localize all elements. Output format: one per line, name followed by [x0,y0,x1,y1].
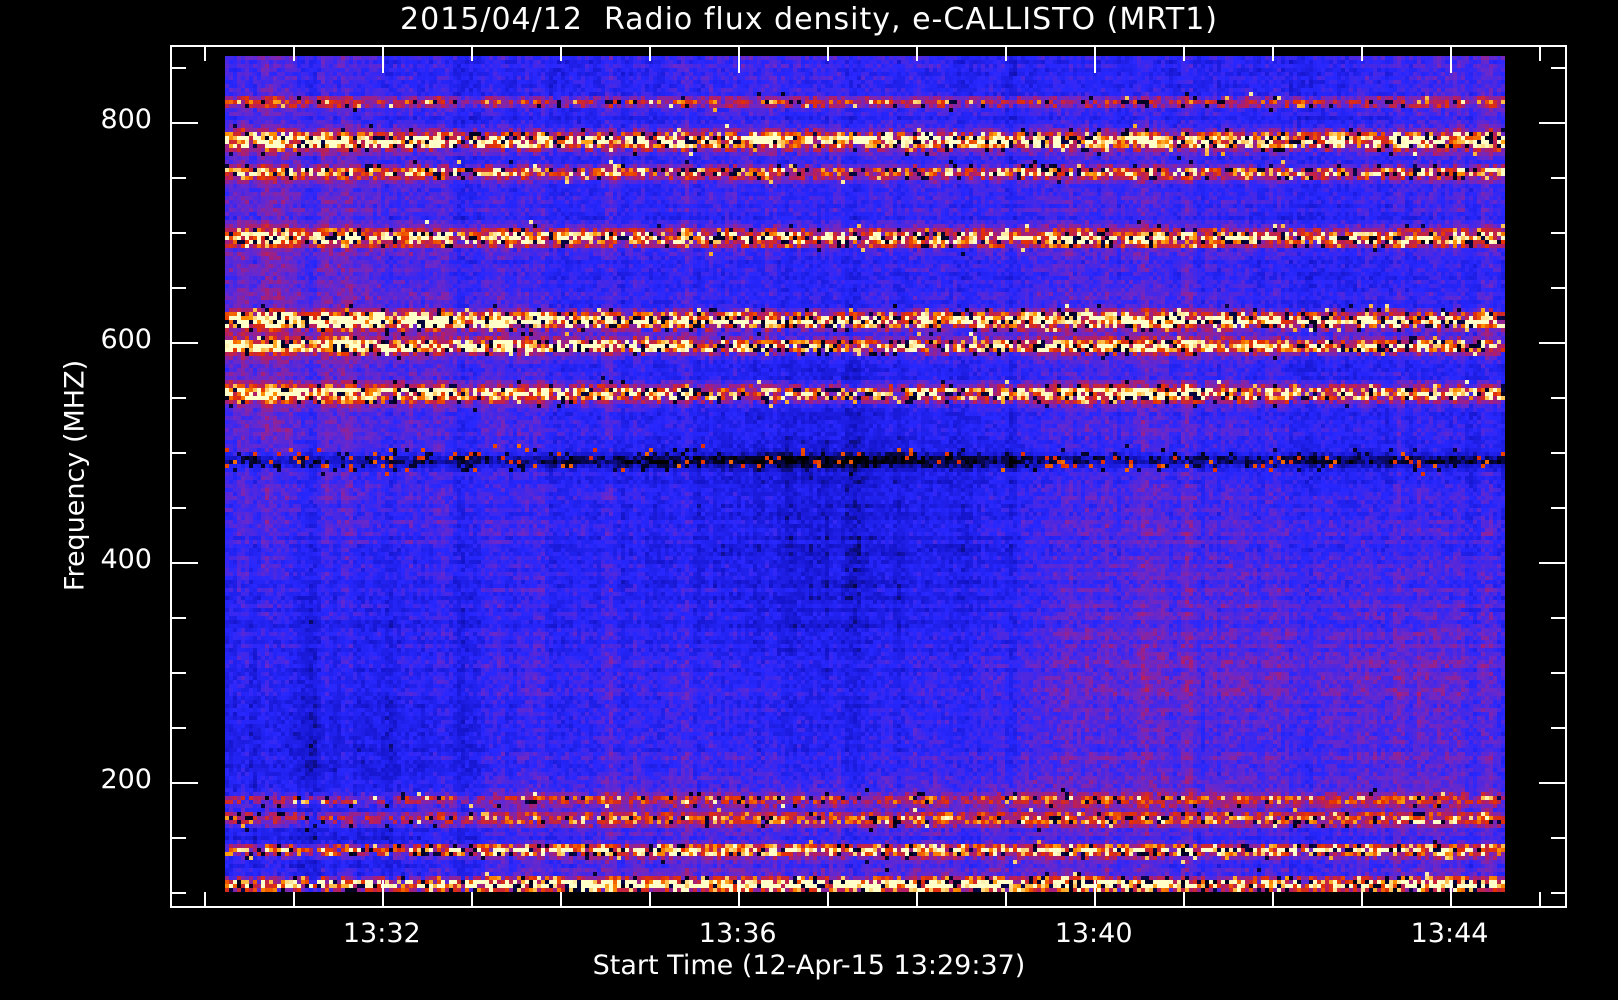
y-tick [172,672,186,674]
y-tick [172,342,198,344]
y-tick [172,837,186,839]
y-tick-right [1551,892,1565,894]
x-tick-bottom [1450,880,1452,906]
x-tick [1361,47,1363,61]
y-tick [172,177,186,179]
x-tick [1450,47,1452,73]
y-tick-right [1551,837,1565,839]
y-tick-right [1551,672,1565,674]
y-tick-right [1551,452,1565,454]
x-tick-bottom [738,880,740,906]
y-tick [172,67,186,69]
y-axis-title: Frequency (MHZ) [59,359,91,592]
y-tick-right [1551,507,1565,509]
y-tick-right [1539,122,1565,124]
x-tick-bottom [560,892,562,906]
x-tick [916,47,918,61]
x-tick-label: 13:40 [1054,918,1133,949]
y-tick [172,397,186,399]
x-tick-bottom [1183,892,1185,906]
x-tick-label: 13:32 [342,918,421,949]
y-tick-right [1551,287,1565,289]
y-tick [172,287,186,289]
x-tick [382,47,384,73]
y-tick [172,232,186,234]
y-tick [172,562,198,564]
x-tick-bottom [1361,892,1363,906]
x-tick-bottom [471,892,473,906]
y-tick [172,507,186,509]
page-title: 2015/04/12 Radio flux density, e-CALLIST… [400,2,1218,37]
y-tick [172,782,198,784]
x-tick [471,47,473,61]
x-tick [293,47,295,61]
y-tick [172,727,186,729]
y-tick [172,452,186,454]
x-tick [827,47,829,61]
x-tick-bottom [293,892,295,906]
x-tick-label: 13:44 [1410,918,1489,949]
x-tick-bottom [1094,880,1096,906]
x-tick [1094,47,1096,73]
y-tick-right [1539,562,1565,564]
y-tick-right [1551,177,1565,179]
x-tick-bottom [382,880,384,906]
x-tick-label: 13:36 [698,918,777,949]
y-tick-label: 600 [100,323,152,355]
x-tick-bottom [1005,892,1007,906]
y-tick-right [1539,342,1565,344]
spectrogram-image [225,56,1505,892]
y-tick-label: 400 [100,543,152,575]
y-tick-right [1551,397,1565,399]
x-tick [560,47,562,61]
x-tick [1005,47,1007,61]
x-tick-bottom [916,892,918,906]
x-tick-bottom [1539,892,1541,906]
x-tick-bottom [649,892,651,906]
x-tick [1272,47,1274,61]
x-tick [204,47,206,61]
y-tick [172,617,186,619]
x-axis-title: Start Time (12-Apr-15 13:29:37) [592,950,1026,981]
y-tick-right [1551,727,1565,729]
y-tick [172,892,186,894]
y-tick-right [1539,782,1565,784]
x-tick [1183,47,1185,61]
x-tick [738,47,740,73]
y-tick-right [1551,232,1565,234]
y-tick-right [1551,67,1565,69]
y-tick-right [1551,617,1565,619]
y-tick-label: 200 [100,763,152,795]
x-tick-bottom [204,892,206,906]
x-tick-bottom [827,892,829,906]
x-tick [649,47,651,61]
y-tick-label: 800 [100,103,152,135]
x-tick-bottom [1272,892,1274,906]
y-tick [172,122,198,124]
x-tick [1539,47,1541,61]
